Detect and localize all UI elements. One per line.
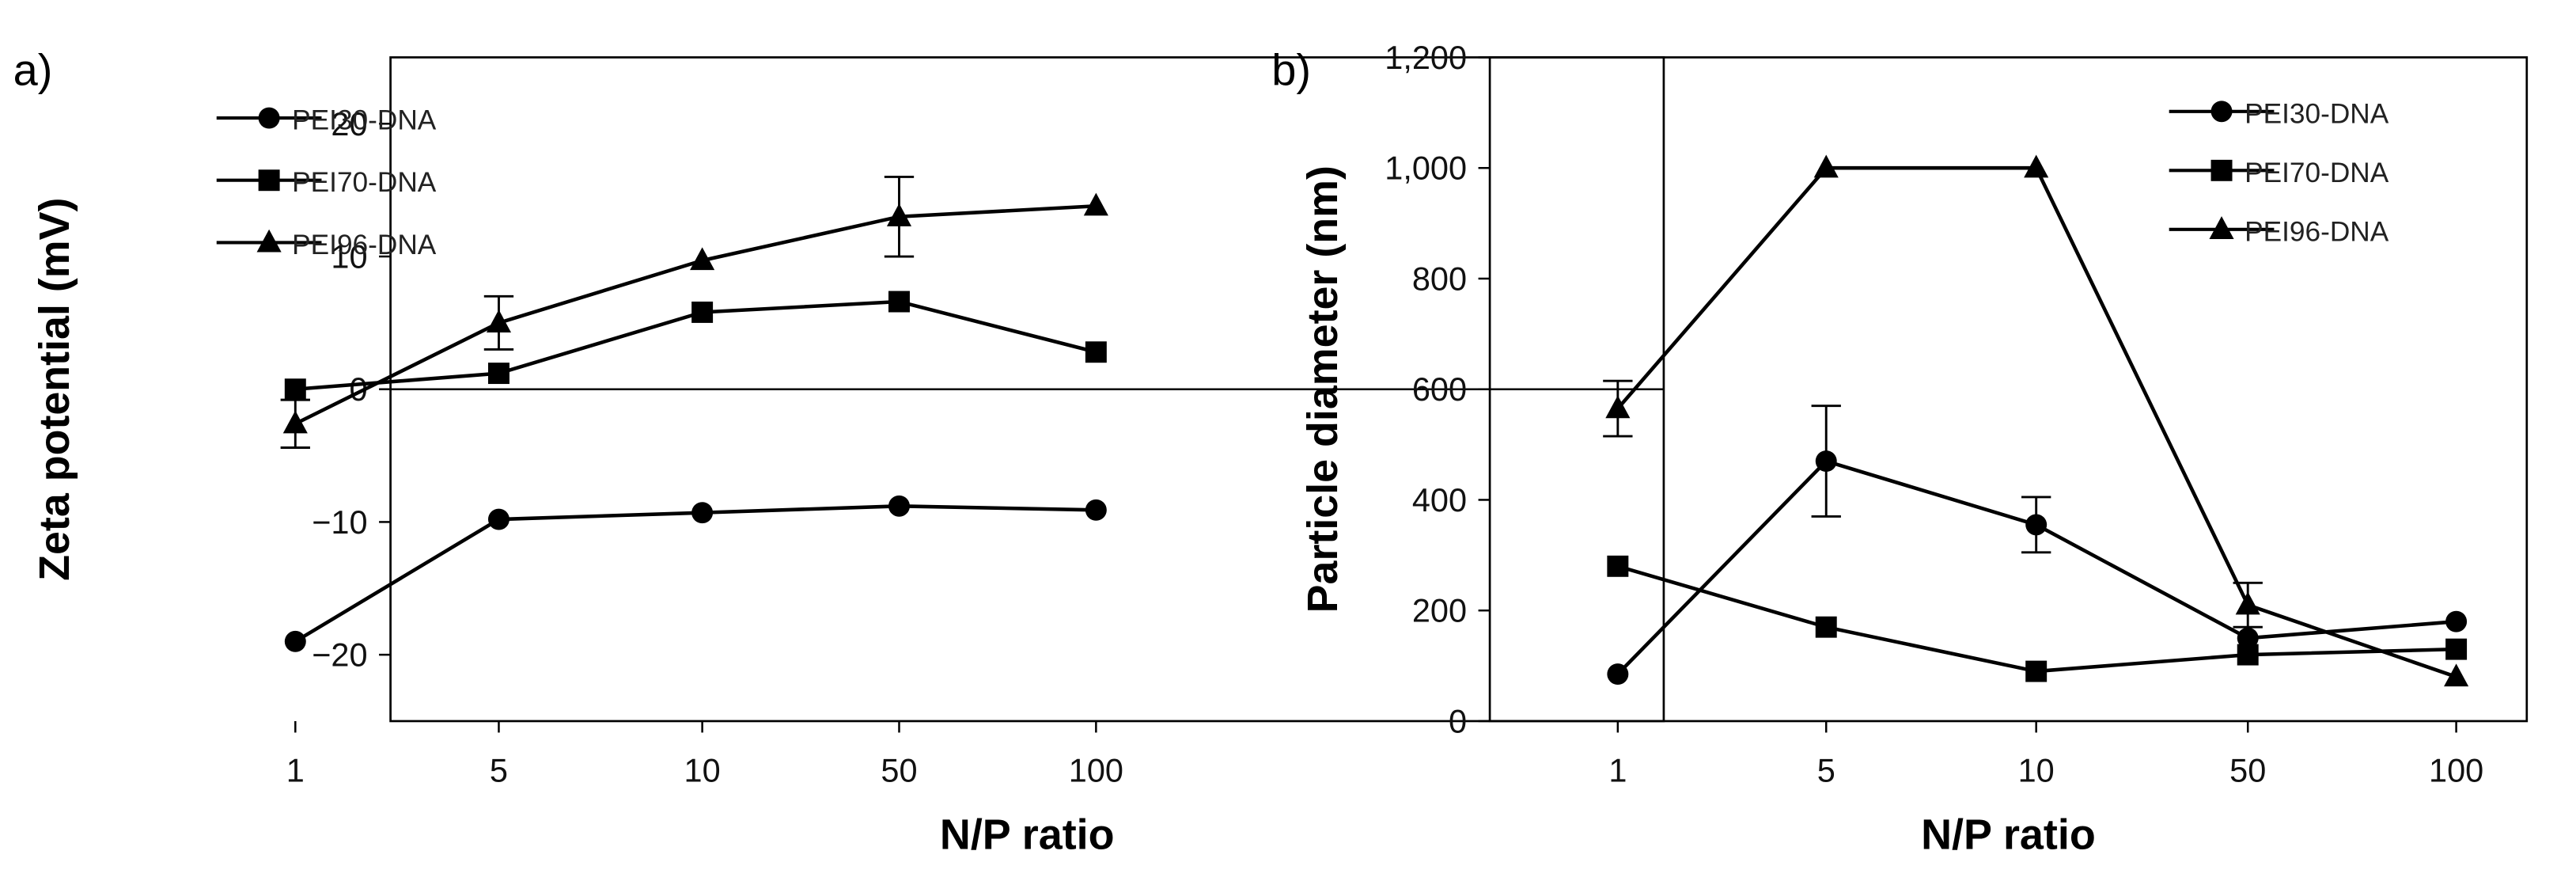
panel-label: b) [1271, 45, 1311, 95]
legend-circle-marker [2210, 101, 2233, 123]
circle-marker [2025, 514, 2048, 536]
y-tick-label: 1,000 [1385, 150, 1467, 187]
square-marker [691, 301, 714, 323]
circle-marker [691, 502, 714, 524]
legend-entry: PEI30-DNA [2245, 98, 2389, 129]
x-axis-label: N/P ratio [1921, 811, 2096, 858]
y-tick-label: −10 [312, 503, 367, 541]
legend-square-marker [258, 169, 280, 192]
triangle-marker [1813, 154, 1839, 178]
triangle-marker [2024, 154, 2049, 178]
series-line [1616, 458, 2457, 676]
circle-marker [2445, 610, 2468, 632]
x-tick-label: 1 [286, 752, 305, 789]
y-tick-label: −20 [312, 636, 367, 674]
circle-marker [284, 630, 306, 652]
y-tick-label: 800 [1412, 260, 1467, 297]
x-tick-label: 5 [490, 752, 508, 789]
y-axis-label: Zeta potential (mV) [31, 198, 78, 581]
x-axis-label: N/P ratio [940, 811, 1115, 858]
square-marker [2025, 660, 2048, 682]
square-marker [1607, 555, 1629, 577]
series-pei70-dna: PEI70-DNA [216, 167, 1107, 401]
legend-entry: PEI30-DNA [292, 105, 437, 136]
x-tick-label: 10 [2018, 752, 2055, 789]
y-tick-label: 600 [1412, 370, 1467, 408]
x-tick-label: 50 [881, 752, 917, 789]
series-pei96-dna: PEI96-DNA [1603, 154, 2469, 687]
panel-1-scaled-group: b) 0 200 400 600 800 1,000 1,200 1 5 10 50 100 N/P ra… [1271, 39, 2529, 858]
x-tick-label: 100 [1069, 752, 1123, 789]
y-tick-label: 0 [1449, 702, 1467, 739]
legend-triangle-marker [2209, 216, 2234, 239]
square-marker [2445, 638, 2468, 660]
y-tick-label: 200 [1412, 592, 1467, 629]
series-line [1617, 564, 2457, 674]
triangle-marker [690, 247, 715, 271]
square-marker [284, 378, 306, 401]
series-pei96-dna: PEI96-DNA [216, 175, 1108, 449]
series-pei30-dna: PEI30-DNA [216, 105, 1107, 652]
series-pei70-dna: PEI70-DNA [1607, 158, 2468, 682]
series-line [294, 504, 1097, 644]
triangle-marker [486, 310, 512, 332]
circle-marker [1815, 450, 1837, 473]
legend-entry: PEI70-DNA [2245, 158, 2389, 188]
square-marker [2237, 644, 2259, 666]
circle-marker [1607, 663, 1629, 686]
square-marker [1085, 341, 1107, 363]
legend-circle-marker [258, 107, 280, 129]
square-marker [888, 291, 910, 313]
y-tick-label: 400 [1412, 481, 1467, 518]
circle-marker [888, 495, 910, 517]
square-marker [487, 363, 510, 385]
circle-marker [2237, 627, 2259, 649]
triangle-marker [2235, 591, 2260, 615]
y-axis-label: Particle diameter (nm) [1299, 165, 1347, 613]
panel-b-particle-diameter: b) 0 200 400 600 800 1,000 1,200 1 5 10 50 100 N/P ra… [1271, 39, 2529, 858]
x-tick-label: 10 [684, 752, 721, 789]
y-tick-label: 10 [331, 238, 367, 275]
x-tick-label: 100 [2429, 752, 2483, 789]
legend-entry: PEI96-DNA [2245, 216, 2389, 247]
triangle-marker [886, 203, 912, 226]
y-tick-label: 1,200 [1385, 39, 1467, 76]
circle-marker [1085, 499, 1107, 521]
series-pei30-dna: PEI30-DNA [1607, 98, 2468, 686]
x-tick-label: 50 [2229, 752, 2266, 789]
panel-label: a) [13, 45, 53, 95]
y-tick-label: 0 [349, 370, 367, 408]
triangle-marker [282, 410, 308, 434]
circle-marker [487, 508, 510, 530]
x-tick-label: 5 [1817, 752, 1835, 789]
triangle-marker [1605, 395, 1631, 419]
legend-triangle-marker [256, 229, 282, 253]
legend-entry: PEI70-DNA [292, 167, 437, 198]
triangle-marker [1083, 192, 1108, 216]
triangle-marker [2444, 663, 2469, 687]
legend-square-marker [2210, 159, 2233, 181]
x-tick-label: 1 [1608, 752, 1627, 789]
legend-entry: PEI96-DNA [292, 230, 437, 260]
square-marker [1815, 616, 1837, 638]
y-tick-label: 20 [331, 105, 367, 142]
